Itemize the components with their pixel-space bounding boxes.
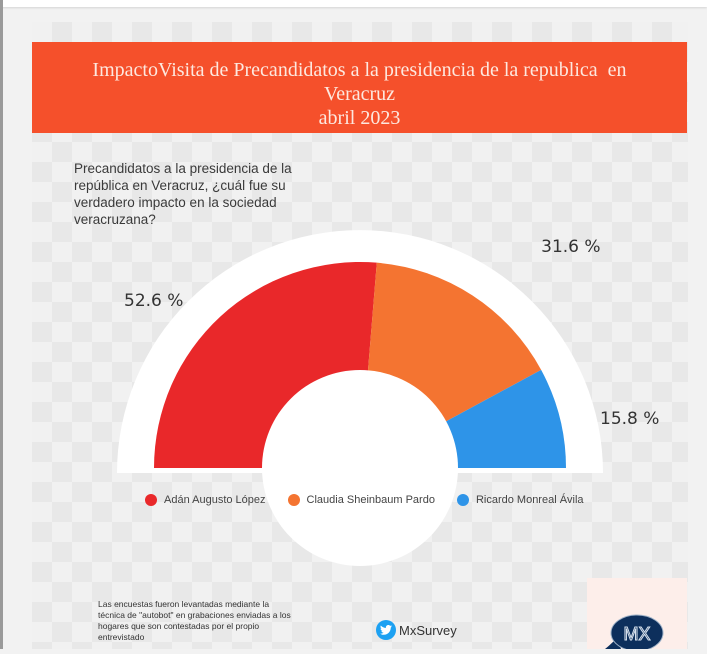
legend-item[interactable]: Adán Augusto López [145, 494, 266, 506]
legend-label: Adán Augusto López [164, 494, 266, 506]
chart-legend: Adán Augusto López Claudia Sheinbaum Pard… [145, 494, 606, 506]
twitter-bird-icon [376, 620, 396, 640]
survey-question: Precandidatos a la presidencia de la rep… [74, 161, 292, 227]
legend-item[interactable]: Ricardo Monreal Ávila [456, 494, 584, 506]
legend-item[interactable]: Claudia Sheinbaum Pardo [287, 494, 435, 506]
methodology-note: Las encuestas fueron levantadas mediante… [98, 599, 291, 642]
legend-label: Claudia Sheinbaum Pardo [306, 494, 435, 506]
title-banner: ImpactoVisita de Precandidatos a la pres… [32, 42, 687, 133]
left-edge [0, 0, 3, 649]
twitter-handle[interactable]: MxSurvey [376, 620, 457, 640]
donut-hole [262, 370, 458, 566]
data-label: 31.6 % [541, 237, 600, 257]
mx-logo-icon: MX [605, 614, 664, 652]
data-label: 52.6 % [124, 291, 183, 311]
top-strip [0, 0, 707, 7]
legend-swatch [145, 494, 157, 506]
svg-text:MX: MX [624, 624, 651, 644]
brand-logo-box: MX [587, 578, 687, 652]
title-line-3: abril 2023 [318, 107, 401, 129]
legend-swatch [456, 494, 469, 506]
title-line-1: ImpactoVisita de Precandidatos a la pres… [92, 59, 627, 81]
title-line-2: Veracruz [323, 83, 396, 105]
twitter-handle-text: MxSurvey [399, 622, 457, 638]
legend-swatch [287, 494, 300, 506]
data-label: 15.8 % [600, 409, 659, 429]
legend-label: Ricardo Monreal Ávila [475, 494, 584, 506]
